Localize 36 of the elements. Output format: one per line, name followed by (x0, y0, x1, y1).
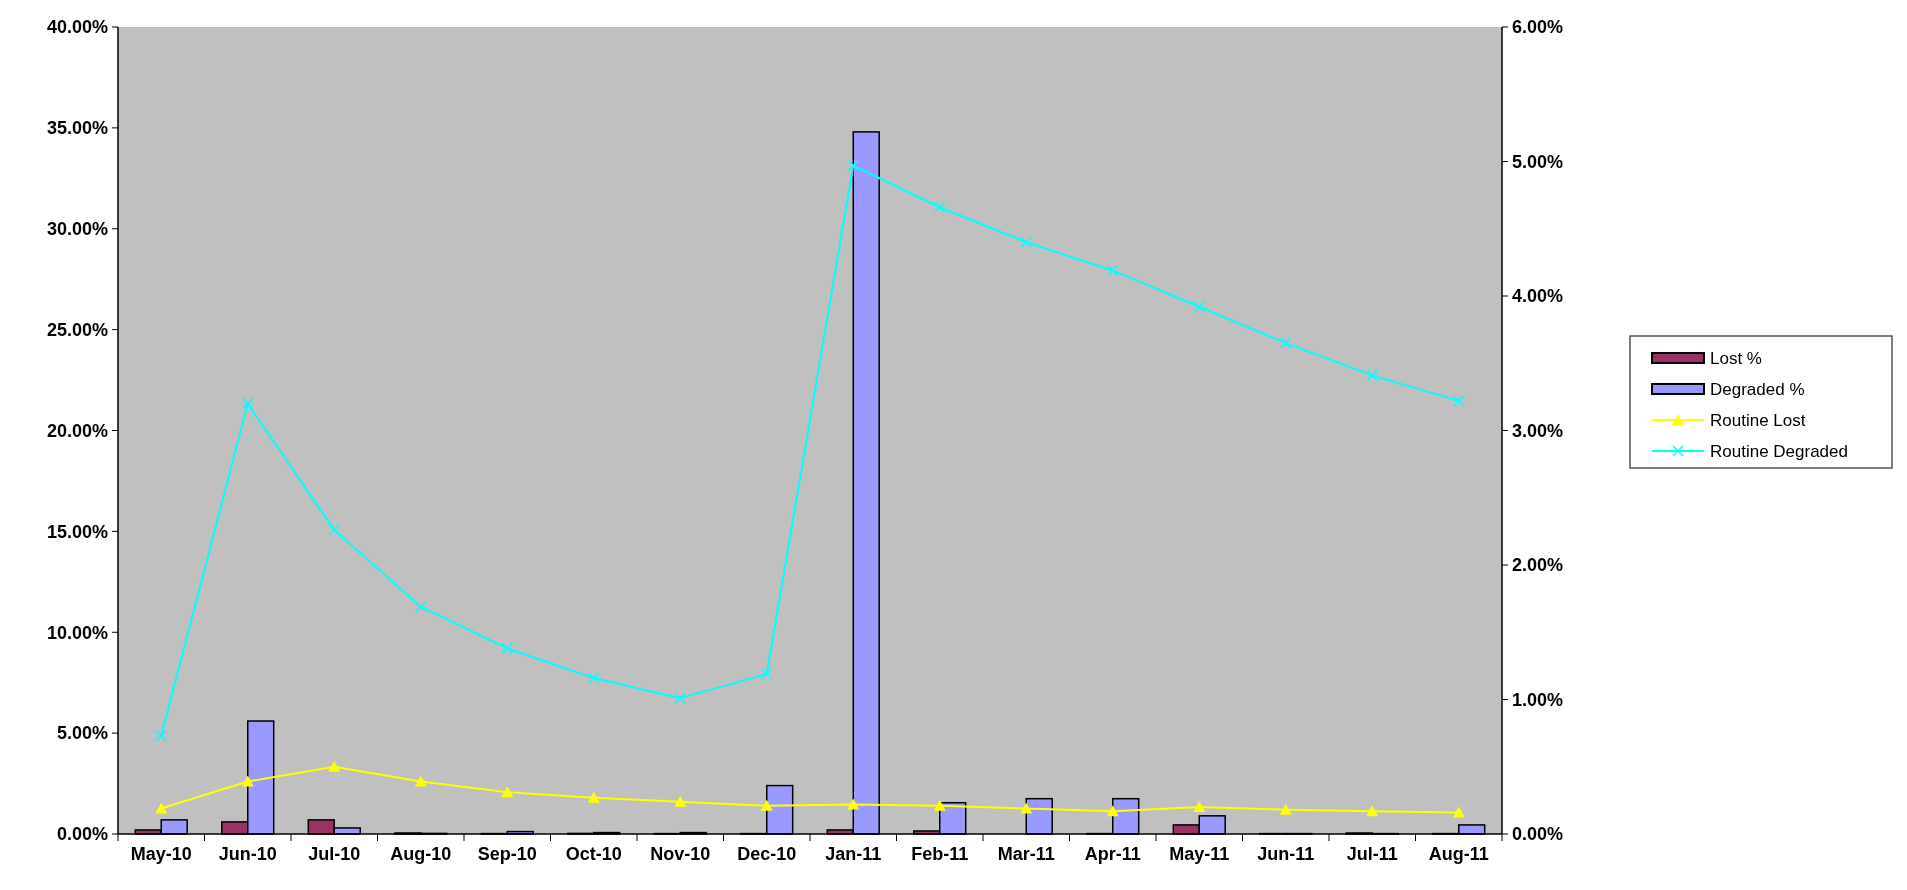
y-tick-label: 40.00% (46, 17, 108, 38)
x-tick-label: Sep-10 (477, 844, 537, 864)
y2-tick-label: 1.00% (1512, 689, 1564, 710)
x-tick-label: May-10 (130, 844, 192, 864)
y-tick-label: 20.00% (46, 420, 108, 441)
x-tick-label: Mar-11 (997, 844, 1055, 864)
x-tick-label: Nov-10 (650, 844, 711, 864)
x-tick-label: Jan-11 (825, 844, 882, 864)
y2-tick-label: 3.00% (1512, 420, 1564, 441)
x-tick-label: Dec-10 (737, 844, 797, 864)
y-tick-label: 5.00% (56, 723, 108, 744)
y2-tick-label: 2.00% (1512, 555, 1564, 576)
y2-tick-label: 5.00% (1512, 151, 1564, 172)
x-tick-label: May-11 (1169, 844, 1230, 864)
y-tick-label: 25.00% (46, 319, 108, 340)
x-tick-label: Aug-10 (390, 844, 452, 864)
y-tick-label: 15.00% (46, 521, 108, 542)
legend-label: Routine Lost (1710, 410, 1806, 430)
x-tick-label: Aug-11 (1428, 844, 1489, 864)
x-tick-label: Jun-11 (1257, 844, 1315, 864)
y-tick-label: 35.00% (46, 118, 108, 139)
y2-tick-label: 4.00% (1512, 286, 1564, 307)
legend-label: Lost % (1710, 348, 1762, 368)
legend-label: Degraded % (1710, 379, 1805, 399)
x-tick-label: Jun-10 (218, 844, 277, 864)
y-tick-label: 10.00% (46, 622, 108, 643)
x-tick-label: Jul-11 (1346, 844, 1398, 864)
x-tick-label: Apr-11 (1084, 844, 1141, 864)
y2-tick-label: 6.00% (1512, 17, 1564, 38)
y-tick-label: 30.00% (46, 219, 108, 240)
x-tick-label: Feb-11 (911, 844, 969, 864)
y-tick-label: 0.00% (56, 824, 108, 845)
y2-tick-label: 0.00% (1512, 824, 1564, 845)
legend-label: Routine Degraded (1710, 441, 1848, 461)
x-tick-label: Oct-10 (565, 844, 622, 864)
x-tick-label: Jul-10 (308, 844, 361, 864)
